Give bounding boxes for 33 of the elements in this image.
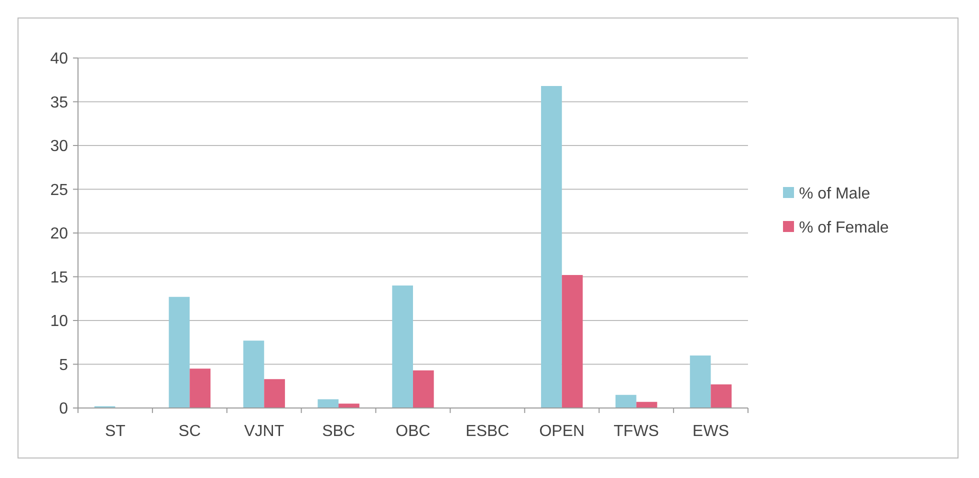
bar xyxy=(690,356,711,408)
bar xyxy=(168,296,190,408)
x-tick-label: TFWS xyxy=(614,423,659,440)
x-tick-label: SC xyxy=(178,423,201,440)
bar xyxy=(392,286,413,408)
bar xyxy=(562,275,583,408)
y-tick-label: 10 xyxy=(50,313,68,330)
bar xyxy=(541,86,562,408)
y-tick-label: 25 xyxy=(50,182,68,199)
bar xyxy=(338,404,360,408)
x-tick-label: ESBC xyxy=(466,423,510,440)
x-tick-label: VJNT xyxy=(244,423,284,440)
legend-label: % of Female xyxy=(799,220,889,237)
x-tick-label: ST xyxy=(104,423,126,440)
y-tick-label: 35 xyxy=(50,94,68,112)
y-tick-label: 20 xyxy=(50,226,68,243)
bar xyxy=(318,399,339,408)
y-tick-label: 30 xyxy=(50,138,68,156)
y-tick-label: 5 xyxy=(59,356,68,374)
x-tick-label: EWS xyxy=(692,423,730,440)
x-tick-label: SBC xyxy=(322,423,356,440)
bar xyxy=(243,340,264,408)
bar xyxy=(413,370,434,408)
y-tick-label: 0 xyxy=(59,400,68,418)
y-tick-label: 15 xyxy=(50,269,68,286)
bar xyxy=(190,368,211,408)
x-tick-label: OBC xyxy=(396,423,430,440)
bar xyxy=(710,384,732,408)
x-tick-label: OPEN xyxy=(539,423,585,440)
y-tick-label: 40 xyxy=(50,50,68,68)
bar xyxy=(264,379,285,408)
bar xyxy=(615,394,636,408)
legend-label: % of Male xyxy=(799,186,870,203)
